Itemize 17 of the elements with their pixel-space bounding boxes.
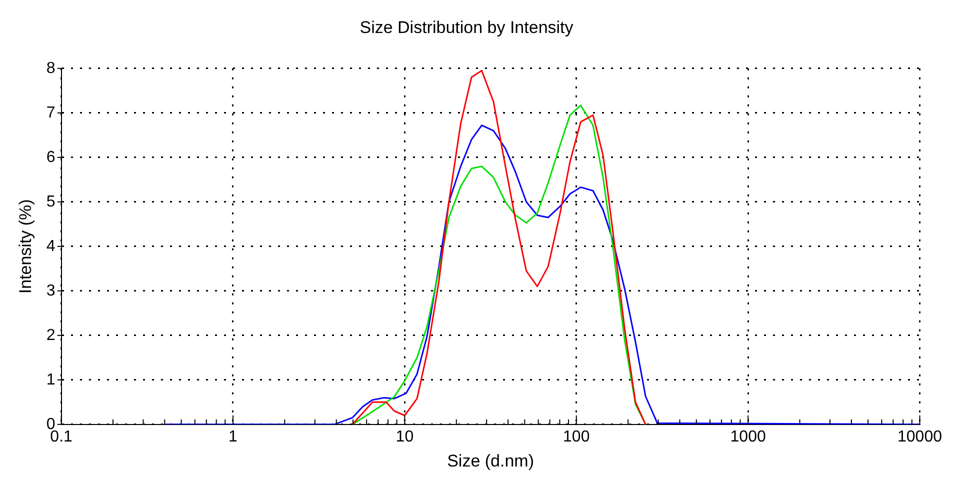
x-axis-title: Size (d.nm) [447, 451, 534, 470]
y-tick-label: 1 [46, 371, 56, 388]
y-tick-label: 8 [46, 60, 56, 77]
x-tick-label: 1 [228, 428, 238, 446]
y-tick-label: 3 [46, 282, 56, 300]
x-tick-label: 0.1 [50, 428, 73, 446]
y-tick-label: 4 [46, 238, 56, 255]
y-tick-label: 7 [46, 104, 56, 122]
x-tick-label: 10 [396, 428, 414, 446]
x-tick-label: 1000 [730, 428, 766, 446]
y-tick-label: 6 [46, 148, 56, 166]
y-tick-label: 5 [46, 193, 56, 210]
x-tick-label: 10000 [898, 428, 942, 446]
x-tick-label: 100 [563, 428, 590, 446]
y-axis-title: Intensity (%) [16, 199, 35, 294]
y-tick-label: 2 [46, 326, 56, 344]
chart-title: Size Distribution by Intensity [360, 18, 574, 37]
